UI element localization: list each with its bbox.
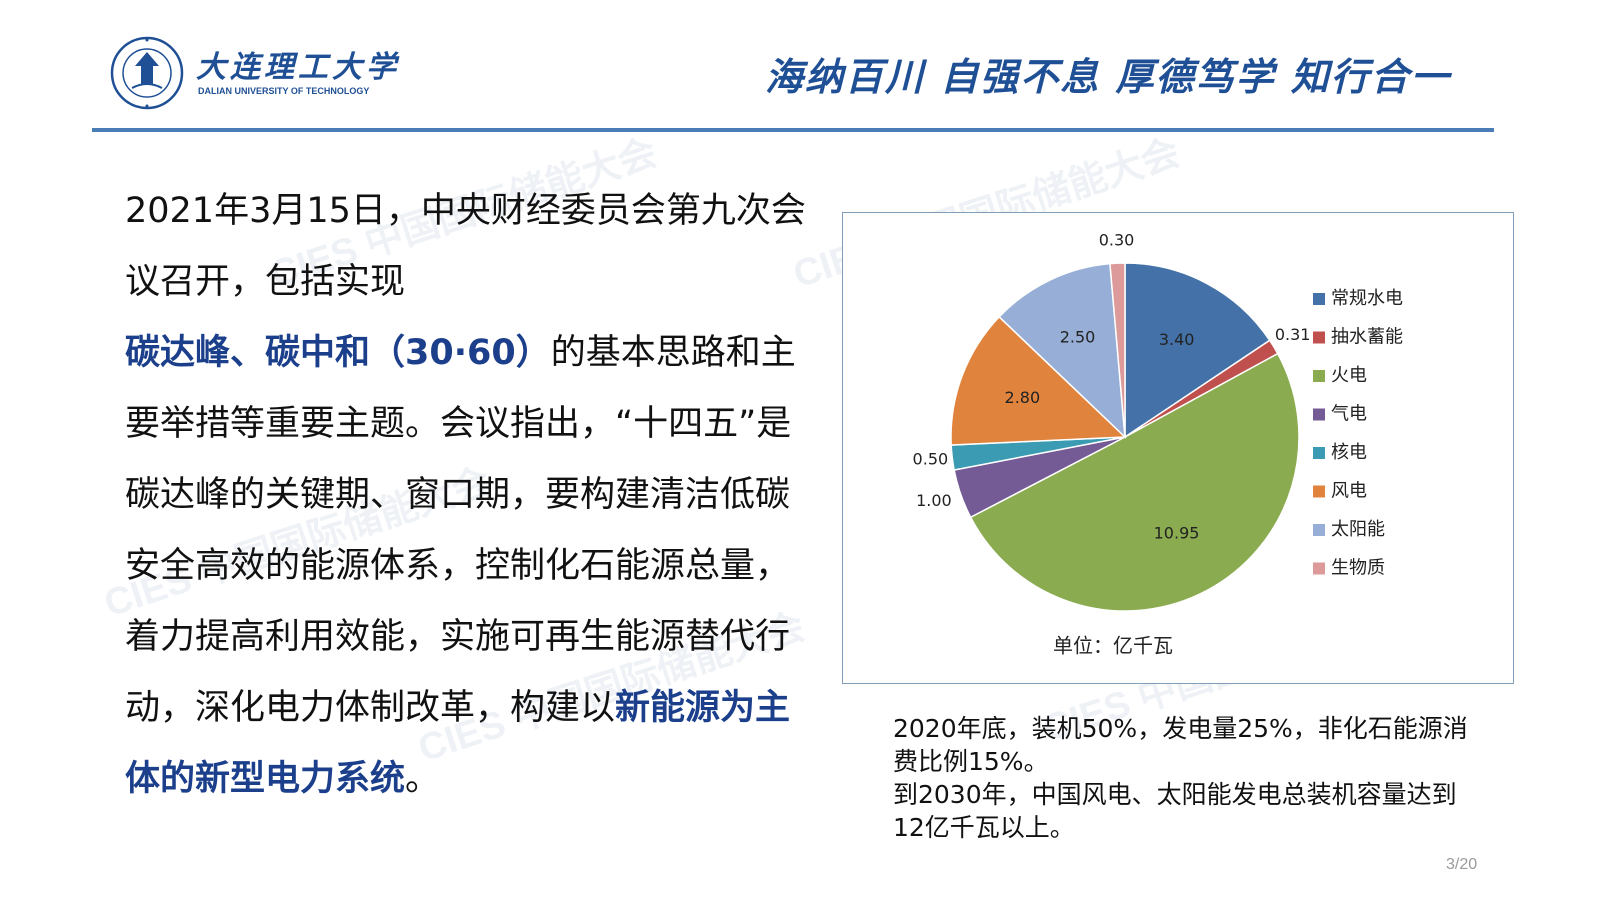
legend-label-6: 风电 — [1331, 481, 1367, 502]
university-seal-icon — [110, 36, 184, 110]
legend-swatch-4 — [1313, 408, 1325, 421]
legend-label-7: 太阳能 — [1331, 519, 1385, 540]
main-text-part-1: 2021年3月15日，中央财经委员会第九次会议召开，包括实现 — [125, 191, 806, 302]
page-number: 3/20 — [1446, 856, 1478, 873]
university-motto: 海纳百川 自强不息 厚德笃学 知行合一 — [765, 54, 1451, 99]
pie-value-label-6: 2.80 — [1005, 388, 1041, 407]
chart-unit-label: 单位：亿千瓦 — [1053, 634, 1173, 658]
pie-value-label-8: 0.30 — [1099, 231, 1135, 250]
chart-note: 2020年底，装机50%，发电量25%，非化石能源消费比例15%。 到2030年… — [893, 712, 1473, 844]
pie-value-label-1: 3.40 — [1159, 330, 1195, 349]
highlight-carbon-goals: 碳达峰、碳中和（30·60） — [125, 333, 551, 373]
pie-chart: 3.40 0.31 10.95 1.00 0.50 2.80 2.50 0.30 常规水电抽水蓄… — [913, 231, 1403, 658]
main-paragraph: 2021年3月15日，中央财经委员会第九次会议召开，包括实现碳达峰、碳中和（30… — [125, 176, 815, 815]
header-divider — [92, 128, 1494, 132]
university-logo: 大连理工大学 DALIAN UNIVERSITY OF TECHNOLOGY — [110, 36, 396, 110]
legend-label-3: 火电 — [1331, 365, 1367, 386]
pie-slice-1 — [1124, 262, 1271, 439]
legend-label-5: 核电 — [1331, 442, 1367, 463]
legend-swatch-3 — [1313, 370, 1325, 382]
legend-swatch-8 — [1313, 562, 1325, 575]
university-name-en: DALIAN UNIVERSITY OF TECHNOLOGY — [198, 86, 370, 96]
legend-label-4: 气电 — [1331, 404, 1367, 425]
note-line-2030: 到2030年，中国风电、太阳能发电总装机容量达到12亿千瓦以上。 — [893, 780, 1457, 842]
legend-label-8: 生物质 — [1331, 558, 1385, 579]
pie-slice-7 — [998, 262, 1126, 439]
legend-swatch-5 — [1313, 447, 1325, 459]
legend-label-2: 抽水蓄能 — [1331, 327, 1403, 348]
legend-swatch-1 — [1313, 293, 1325, 305]
pie-slice-6 — [950, 315, 1127, 446]
pie-value-label-5: 0.50 — [913, 450, 949, 469]
pie-value-label-7: 2.50 — [1060, 328, 1096, 347]
highlight-new-power-system: 新能源为主体的新型电力系统 — [125, 688, 791, 799]
legend-swatch-2 — [1313, 331, 1325, 344]
pie-chart-panel: 3.40 0.31 10.95 1.00 0.50 2.80 2.50 0.30 常规水电抽水蓄… — [842, 212, 1514, 684]
university-name-cn: 大连理工大学 — [196, 50, 400, 85]
legend-swatch-6 — [1313, 485, 1325, 498]
main-text-part-2: 的基本思路和主要举措等重要主题。会议指出，“十四五”是碳达峰的关键期、窗口期，要… — [125, 333, 796, 728]
legend-label-1: 常规水电 — [1331, 288, 1403, 309]
pie-slice-3 — [969, 352, 1300, 612]
main-text-part-3: 。 — [405, 759, 441, 799]
pie-value-label-2: 0.31 — [1275, 325, 1311, 344]
legend-swatch-7 — [1313, 524, 1325, 536]
pie-slice-8 — [1109, 262, 1126, 438]
note-line-2020: 2020年底，装机50%，发电量25%，非化石能源消费比例15%。 — [893, 714, 1468, 776]
pie-value-label-4: 1.00 — [916, 491, 952, 510]
pie-slices — [950, 262, 1300, 612]
pie-value-labels: 3.40 0.31 10.95 1.00 0.50 2.80 2.50 0.30 — [913, 231, 1311, 543]
pie-value-label-3: 10.95 — [1154, 523, 1200, 542]
